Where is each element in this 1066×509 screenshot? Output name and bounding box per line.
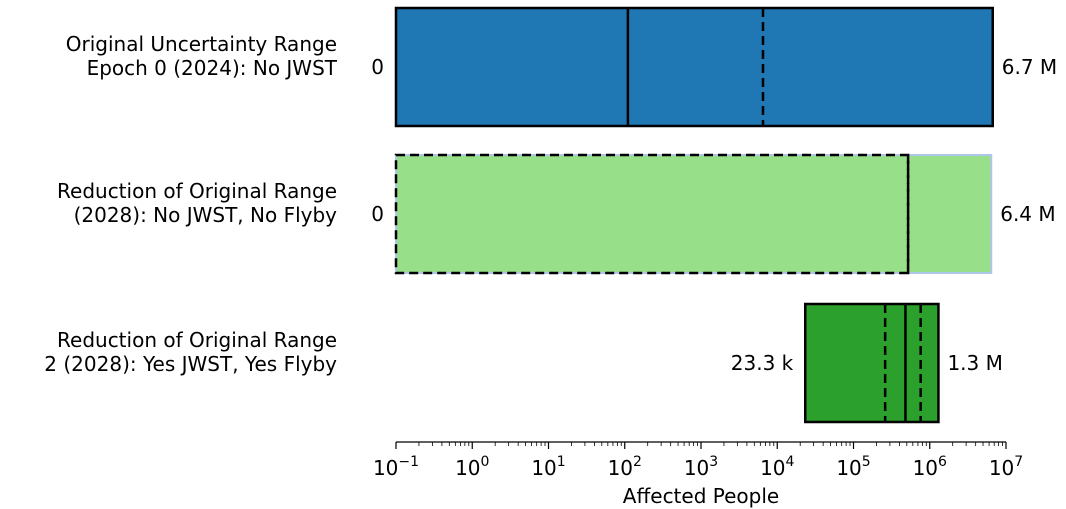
range-bar (395, 154, 993, 274)
category-label-line: Reduction of Original Range (57, 328, 337, 352)
bar-group-3: 23.3 k 1.3 M Reduction of Original Range2 … (44, 302, 1003, 424)
end-value-label: 1.3 M (947, 351, 1002, 375)
tick-label: 10−1 (373, 454, 419, 480)
x-axis-label: Affected People (623, 484, 779, 508)
tick-label: 104 (760, 454, 794, 480)
tick-label: 107 (989, 454, 1023, 480)
x-ticks: 10−1 100 101 102 103 104 105 106 107 (373, 442, 1023, 480)
category-label-line: Original Uncertainty Range (66, 32, 337, 56)
tick-label: 100 (455, 454, 489, 480)
bar-group-2: 0 6.4 M Reduction of Original Range(2028):… (57, 153, 1056, 275)
end-value-label: 6.4 M (1000, 202, 1055, 226)
tick-label: 105 (836, 454, 870, 480)
tick-label: 103 (684, 454, 718, 480)
range-bar (804, 302, 940, 424)
tick-label: 102 (608, 454, 642, 480)
range-bar (394, 6, 994, 128)
end-value-label: 6.7 M (1002, 55, 1057, 79)
category-label-line: 2 (2028): Yes JWST, Yes Flyby (44, 352, 337, 376)
category-label-line: Epoch 0 (2024): No JWST (87, 56, 338, 80)
start-value-label: 0 (371, 55, 384, 79)
start-value-label: 0 (371, 202, 384, 226)
tick-label: 106 (913, 454, 947, 480)
reduced-range-outline (394, 153, 910, 275)
category-label-line: Reduction of Original Range (57, 179, 337, 203)
start-value-label: 23.3 k (731, 351, 794, 375)
category-label-line: (2028): No JWST, No Flyby (74, 203, 338, 227)
tick-label: 101 (531, 454, 565, 480)
